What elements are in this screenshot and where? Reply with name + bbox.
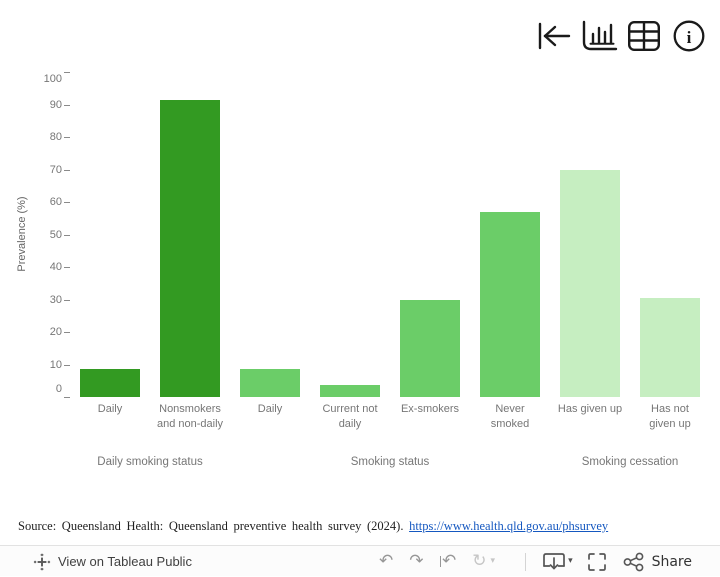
refresh-button[interactable]: ↻ [472,553,486,570]
jump-to-start-button[interactable] [535,17,573,55]
bar-has-given-up[interactable] [560,169,620,397]
footer-divider [525,552,527,571]
tableau-footer-bar: View on Tableau Public ↶ ↷ ↶ ↻ ▾ [0,545,720,576]
y-tick-mark [64,267,70,268]
bar-nonsmokers-and-non-daily[interactable] [160,99,220,397]
group-label: Smoking cessation [581,456,679,468]
share-button[interactable]: Share [623,552,692,572]
bar-never-smoked[interactable] [480,211,540,397]
y-tick-mark [64,72,70,73]
y-tick-label: 0 [55,383,62,395]
category-label: Never smoked [490,403,530,430]
share-icon [623,552,643,571]
category-label: Daily [97,403,123,415]
download-icon [543,552,565,569]
y-tick-label: 80 [49,131,62,143]
undo-icon: ↶ [379,551,394,571]
bar-has-not-given-up[interactable] [640,297,700,397]
bar-chart-icon [582,20,618,51]
y-tick-mark [64,169,70,171]
undo-button[interactable]: ↶ [379,553,393,570]
bar-daily[interactable] [240,369,300,397]
fullscreen-button[interactable] [587,552,607,572]
source-note: Source: Queensland Health: Queensland pr… [18,519,608,534]
y-tick-mark [64,299,70,301]
chevron-down-icon: ▾ [568,556,573,566]
bar-ex-smokers[interactable] [400,299,460,397]
redo-icon: ↷ [409,551,424,571]
view-on-tableau-public-link[interactable]: View on Tableau Public [33,546,192,577]
y-tick-label: 70 [49,163,62,176]
y-tick-label: 20 [49,326,62,338]
jump-to-start-icon [538,22,571,50]
y-tick-label: 90 [49,98,62,111]
fullscreen-icon [587,552,606,571]
y-tick-mark [64,364,70,366]
category-label: Current not daily [322,403,378,430]
info-icon: i [673,20,705,52]
y-tick-label: 40 [49,261,62,273]
y-tick-label: 60 [49,196,62,208]
y-tick-mark [64,332,70,333]
category-label: Ex-smokers [400,403,460,415]
redo-button[interactable]: ↷ [409,553,423,570]
y-tick-mark [64,202,70,203]
revert-icon: ↶ [442,551,457,571]
view-on-tableau-public-label: View on Tableau Public [58,554,192,569]
footer-controls: ↶ ↷ ↶ ↻ ▾ [379,546,692,577]
tableau-logo-icon [33,553,51,570]
revert-button[interactable]: ↶ [439,551,457,571]
source-text: Source: Queensland Health: Queensland pr… [18,519,410,533]
bar-chart-view-button[interactable] [580,17,618,55]
download-menu-button[interactable]: ▾ [568,557,573,566]
group-label: Daily smoking status [97,456,203,468]
share-label: Share [651,553,692,570]
y-tick-label: 100 [43,73,62,85]
svg-text:i: i [687,28,692,47]
y-tick-label: 10 [49,358,62,371]
y-tick-label: 30 [49,293,62,306]
category-label: Has not given up [649,403,691,430]
bar-daily[interactable] [80,369,140,397]
y-tick-mark [64,137,70,138]
y-tick-mark [64,104,70,106]
data-table-icon [628,21,661,52]
bar-current-not-daily[interactable] [320,384,380,397]
info-button[interactable]: i [670,17,708,55]
viz-toolbar: i [535,17,708,55]
category-label: Nonsmokers and non-daily [156,403,224,430]
y-tick-label: 50 [49,228,62,241]
y-tick-mark [64,234,70,236]
category-label: Has given up [557,403,623,415]
refresh-menu-button[interactable]: ▾ [491,557,496,566]
source-link[interactable]: https://www.health.qld.gov.au/phsurvey [409,519,609,533]
group-label: Smoking status [350,456,430,468]
chevron-down-icon: ▾ [490,556,496,566]
data-table-view-button[interactable] [625,17,663,55]
category-label: Daily [257,403,283,415]
refresh-icon: ↻ [472,551,487,571]
y-tick-mark [64,397,70,398]
download-button[interactable] [542,552,566,572]
